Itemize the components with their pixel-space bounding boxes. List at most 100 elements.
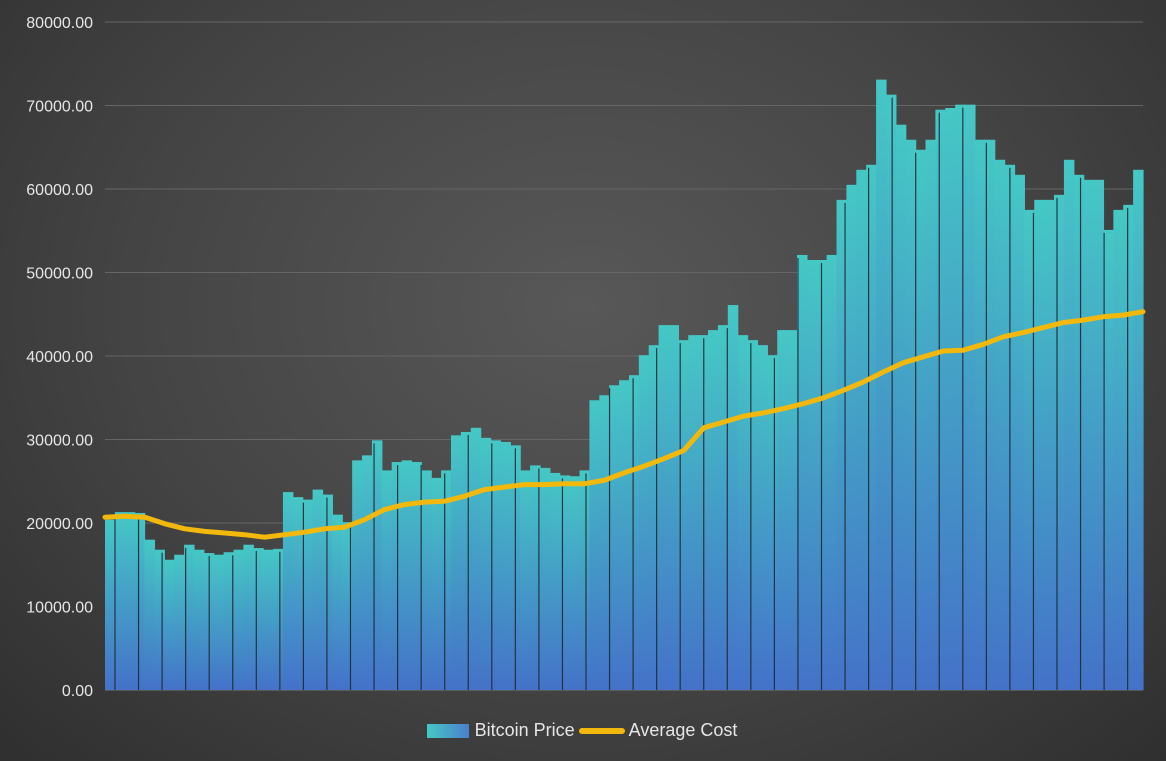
price-bar <box>619 380 630 690</box>
price-bar <box>1034 199 1045 691</box>
price-bar <box>1093 179 1105 690</box>
price-bar <box>500 442 511 690</box>
price-bar <box>233 549 244 690</box>
y-tick-label: 20000.00 <box>26 516 93 533</box>
price-bar <box>826 254 838 690</box>
price-bar <box>154 549 165 690</box>
price-bar <box>599 395 610 690</box>
price-bar <box>352 460 363 690</box>
y-tick-label: 50000.00 <box>26 266 93 283</box>
price-bar <box>164 559 175 690</box>
price-bar <box>777 330 788 690</box>
legend: Bitcoin Price Average Cost <box>0 720 1166 741</box>
price-bar <box>1073 174 1085 690</box>
price-bar <box>974 139 986 691</box>
price-bar <box>223 552 235 690</box>
price-bar <box>1054 194 1065 690</box>
y-tick-label: 80000.00 <box>26 15 93 32</box>
price-bar <box>411 462 422 690</box>
price-bar <box>451 435 462 690</box>
price-bar <box>401 460 413 690</box>
price-bar <box>322 494 333 690</box>
price-bar <box>905 139 917 691</box>
price-bar <box>431 477 442 690</box>
price-bar <box>134 512 146 690</box>
price-bar <box>885 94 897 690</box>
price-bar <box>797 254 808 690</box>
price-bar <box>678 340 689 690</box>
price-bar <box>184 544 195 690</box>
price-bar <box>688 335 699 690</box>
price-bar <box>1103 229 1114 691</box>
price-bar <box>460 431 472 690</box>
price-bar <box>1083 179 1095 690</box>
legend-label-average-cost[interactable]: Average Cost <box>628 720 738 740</box>
price-bar <box>866 164 877 690</box>
price-bar <box>1113 209 1124 690</box>
price-bar <box>124 512 136 690</box>
price-bar <box>480 437 492 690</box>
price-bar <box>876 79 887 691</box>
price-bar <box>312 489 324 690</box>
price-bar <box>806 259 818 690</box>
price-bar <box>213 554 225 690</box>
price-bar <box>994 159 1006 690</box>
y-tick-label: 40000.00 <box>26 349 93 366</box>
price-bar <box>945 108 956 690</box>
price-bar <box>856 169 867 691</box>
price-bar <box>174 554 185 690</box>
price-bar <box>549 472 561 690</box>
price-bar <box>391 462 403 690</box>
price-bar <box>559 475 571 690</box>
price-bar <box>282 492 294 690</box>
chart: 0.00 10000.00 20000.00 30000.00 40000.00 5000… <box>26 15 1146 700</box>
price-bar <box>1063 159 1075 690</box>
price-bar <box>302 499 314 690</box>
legend-swatch-average-cost[interactable] <box>578 727 625 734</box>
price-bar <box>539 467 551 690</box>
price-bar <box>658 325 670 690</box>
price-bar <box>935 109 946 691</box>
price-bar <box>1014 174 1025 690</box>
price-bar <box>708 330 719 690</box>
price-bar <box>342 522 353 690</box>
price-bar <box>520 470 531 690</box>
price-bar <box>737 335 749 690</box>
price-bar <box>579 470 590 690</box>
price-bar <box>965 104 976 691</box>
price-bar <box>1123 204 1134 691</box>
price-bar <box>747 340 759 690</box>
y-tick-label: 60000.00 <box>26 182 93 199</box>
price-bar <box>362 455 373 690</box>
price-bar <box>648 345 660 690</box>
price-bar <box>332 514 343 690</box>
price-bar <box>1044 199 1055 691</box>
price-bar <box>371 440 383 690</box>
price-bar <box>846 184 857 690</box>
price-bar <box>895 124 907 690</box>
price-bar <box>114 512 126 690</box>
legend-label-bitcoin-price[interactable]: Bitcoin Price <box>474 720 575 740</box>
y-tick-label: 30000.00 <box>26 433 93 450</box>
price-bar <box>984 139 996 691</box>
price-bar <box>490 440 502 690</box>
price-bar <box>243 544 254 690</box>
y-tick-label: 0.00 <box>62 683 93 700</box>
price-bar <box>144 539 156 690</box>
price-bar <box>767 355 778 690</box>
legend-swatch-bitcoin-price[interactable] <box>426 723 469 738</box>
y-tick-label: 70000.00 <box>26 99 93 116</box>
price-bar <box>292 497 304 690</box>
price-bar <box>955 104 966 691</box>
price-bar <box>668 325 679 690</box>
price-bar <box>609 385 620 690</box>
price-bar <box>530 465 541 690</box>
price-bar <box>253 548 264 690</box>
price-bar <box>915 149 927 690</box>
price-bar <box>727 305 739 690</box>
price-bar <box>193 549 205 690</box>
price-bar <box>925 139 936 691</box>
price-bar <box>1024 209 1035 690</box>
price-bar <box>1133 169 1144 691</box>
price-bar <box>757 345 768 690</box>
